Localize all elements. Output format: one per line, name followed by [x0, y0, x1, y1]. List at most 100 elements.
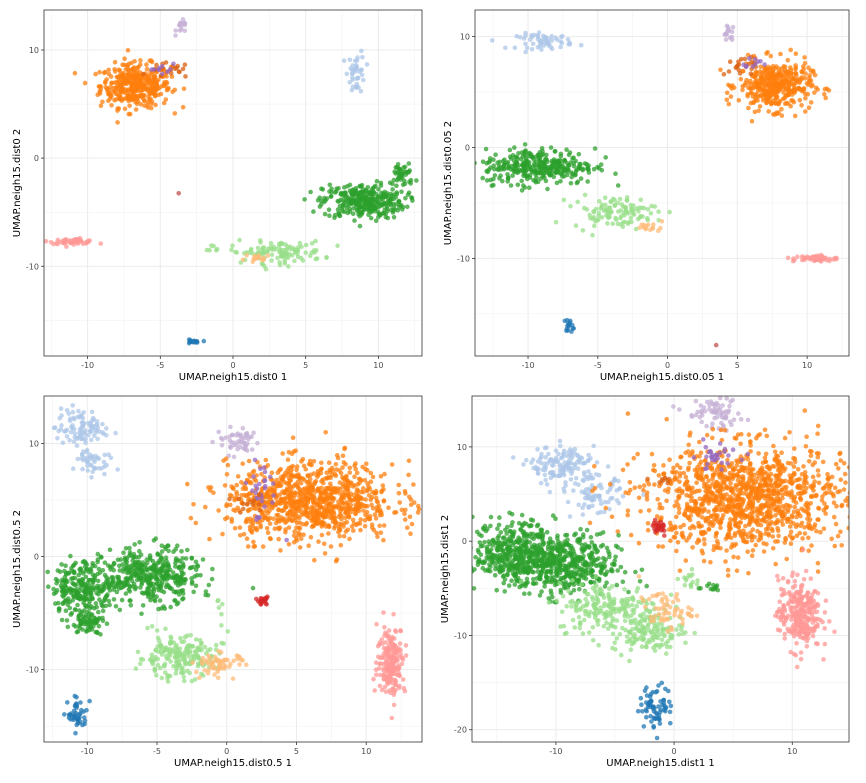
point	[571, 488, 576, 493]
point	[347, 494, 352, 500]
point	[309, 241, 315, 246]
point	[79, 424, 85, 430]
point	[304, 506, 310, 511]
point	[374, 178, 380, 184]
point	[185, 668, 190, 674]
point	[726, 28, 732, 34]
point	[212, 672, 217, 677]
point	[234, 482, 239, 488]
point	[89, 475, 94, 480]
point	[165, 561, 171, 566]
point	[586, 469, 591, 474]
point	[179, 26, 184, 32]
point	[191, 654, 197, 660]
point	[219, 640, 224, 646]
point	[773, 75, 778, 81]
point	[130, 81, 136, 87]
point	[827, 258, 832, 264]
point	[327, 213, 332, 218]
point	[231, 507, 236, 513]
point	[96, 615, 102, 621]
point	[84, 459, 90, 465]
point	[480, 159, 486, 164]
point	[87, 698, 92, 704]
point	[163, 626, 168, 632]
point	[698, 403, 704, 408]
point	[170, 570, 176, 575]
point	[338, 542, 344, 548]
cluster-light_blue	[341, 48, 370, 94]
cluster-light_blue	[51, 403, 118, 462]
point	[228, 444, 233, 449]
point	[220, 531, 225, 537]
point	[756, 108, 761, 114]
point	[562, 157, 567, 163]
point	[582, 161, 588, 166]
point	[177, 656, 183, 661]
point	[169, 586, 174, 592]
point	[94, 619, 100, 624]
point	[161, 604, 166, 609]
x-tick-label: 10	[361, 747, 371, 756]
point	[89, 454, 95, 460]
point	[559, 34, 564, 40]
point	[512, 45, 518, 51]
cluster-light_orange	[190, 649, 249, 681]
point	[370, 474, 376, 480]
point	[671, 404, 676, 409]
point	[191, 589, 196, 595]
point	[813, 85, 819, 91]
point	[149, 101, 154, 106]
point	[223, 516, 228, 522]
point	[112, 59, 118, 65]
point	[54, 588, 60, 593]
point	[276, 507, 282, 513]
point	[363, 497, 369, 502]
point	[100, 618, 106, 623]
point	[625, 221, 631, 227]
point	[79, 414, 84, 419]
point	[553, 455, 559, 461]
point	[373, 205, 379, 211]
point	[225, 462, 231, 468]
point	[71, 415, 77, 421]
point	[389, 715, 395, 721]
point	[176, 592, 182, 597]
point	[363, 512, 368, 518]
point	[342, 477, 347, 482]
point	[301, 532, 306, 537]
point	[187, 565, 193, 571]
point	[390, 187, 395, 192]
point	[303, 250, 309, 256]
cluster-light_green	[207, 243, 220, 253]
point	[350, 71, 355, 76]
point	[329, 508, 335, 514]
point	[656, 209, 661, 214]
point	[656, 228, 661, 233]
point	[561, 174, 567, 179]
point	[153, 102, 158, 108]
point	[289, 485, 295, 491]
x-tick-label: 0	[224, 747, 229, 756]
point	[94, 604, 99, 610]
point	[182, 20, 187, 26]
point	[177, 69, 182, 75]
point	[725, 25, 731, 30]
point	[280, 451, 286, 456]
point	[332, 190, 338, 195]
point	[97, 429, 102, 435]
point	[530, 155, 535, 160]
point	[67, 438, 72, 443]
point	[397, 641, 403, 646]
point	[330, 496, 336, 501]
point	[633, 226, 639, 232]
point	[538, 456, 543, 461]
point	[527, 164, 533, 169]
point	[510, 455, 516, 460]
point	[391, 215, 397, 220]
point	[238, 533, 243, 538]
point	[598, 162, 604, 167]
point	[235, 474, 241, 479]
point	[378, 212, 383, 218]
point	[290, 435, 296, 441]
